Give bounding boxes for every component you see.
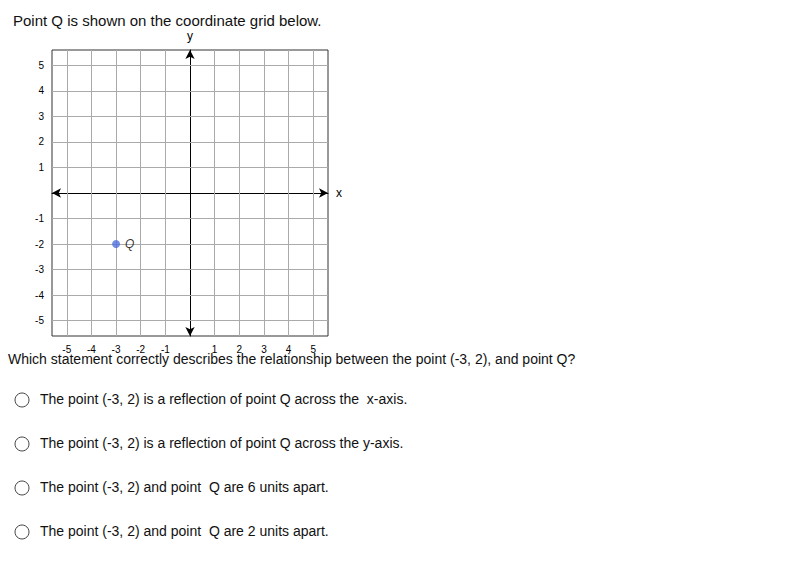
svg-text:Which statement correctly desc: Which statement correctly describes the … <box>8 351 576 367</box>
svg-text:1: 1 <box>38 162 44 173</box>
svg-text:x: x <box>336 186 342 200</box>
svg-text:3: 3 <box>261 344 267 355</box>
svg-text:-2: -2 <box>35 239 44 250</box>
svg-text:-2: -2 <box>136 344 145 355</box>
svg-text:3: 3 <box>38 111 44 122</box>
svg-text:The point (-3, 2) is a reflect: The point (-3, 2) is a reflection of poi… <box>40 435 403 451</box>
svg-text:5: 5 <box>38 60 44 71</box>
svg-text:-3: -3 <box>35 264 44 275</box>
svg-text:Q: Q <box>125 237 134 251</box>
svg-text:-3: -3 <box>112 344 121 355</box>
svg-text:Point Q is shown on the coordi: Point Q is shown on the coordinate grid … <box>13 12 322 29</box>
svg-text:2: 2 <box>237 344 243 355</box>
svg-text:The point (-3, 2) and point Q: The point (-3, 2) and point Q are 2 unit… <box>40 523 329 539</box>
svg-text:5: 5 <box>310 344 316 355</box>
svg-text:The point (-3, 2) and point Q: The point (-3, 2) and point Q are 6 unit… <box>40 479 329 495</box>
svg-text:-4: -4 <box>87 344 96 355</box>
svg-text:y: y <box>187 29 193 43</box>
svg-text:1: 1 <box>212 344 218 355</box>
svg-text:-1: -1 <box>161 344 170 355</box>
svg-text:2: 2 <box>38 136 44 147</box>
svg-text:4: 4 <box>38 85 44 96</box>
svg-text:-5: -5 <box>62 344 71 355</box>
svg-text:4: 4 <box>286 344 292 355</box>
svg-text:-5: -5 <box>35 315 44 326</box>
svg-text:-4: -4 <box>35 290 44 301</box>
svg-text:-1: -1 <box>35 213 44 224</box>
svg-text:The point (-3, 2) is a reflect: The point (-3, 2) is a reflection of poi… <box>40 391 407 407</box>
